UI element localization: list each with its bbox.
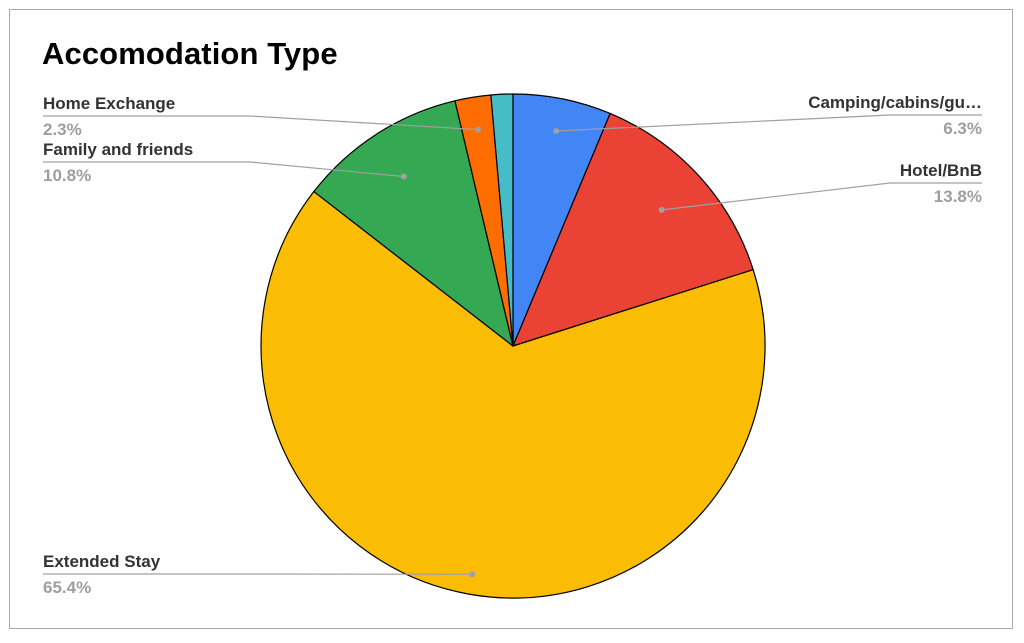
- leader-line-family-and-friends: [43, 161, 404, 178]
- chart-title: Accomodation Type: [42, 36, 338, 71]
- slice-percent-extended-stay: 65.4%: [43, 578, 91, 597]
- leader-dot-home-exchange: [475, 126, 481, 133]
- pie-slice-extended-stay: [260, 190, 766, 599]
- slice-label-home-exchange: Home Exchange: [43, 94, 175, 113]
- slice-percent-family-and-friends: 10.8%: [43, 166, 91, 185]
- leader-line-camping-cabins-gu: [556, 114, 982, 132]
- slice-label-family-and-friends: Family and friends: [43, 140, 193, 159]
- leader-dot-extended-stay: [469, 571, 476, 578]
- leader-line-hotel-bnb: [661, 182, 982, 211]
- pie-slice-family-and-friends: [313, 100, 514, 347]
- leader-dot-hotel-bnb: [658, 206, 665, 213]
- slice-percent-home-exchange: 2.3%: [43, 120, 82, 139]
- leader-dot-family-and-friends: [400, 173, 407, 180]
- slice-percent-camping-cabins-gu: 6.3%: [943, 119, 982, 138]
- pie-slice-other: [490, 93, 514, 347]
- slice-label-hotel-bnb: Hotel/BnB: [900, 161, 982, 180]
- leader-dot-camping-cabins-gu: [553, 128, 560, 134]
- slice-label-camping-cabins-gu: Camping/cabins/gu…: [808, 93, 982, 112]
- pie-slice-hotel-bnb: [512, 112, 754, 347]
- leader-line-home-exchange: [43, 115, 479, 131]
- slice-label-extended-stay: Extended Stay: [43, 552, 161, 571]
- slice-percent-hotel-bnb: 13.8%: [934, 187, 982, 206]
